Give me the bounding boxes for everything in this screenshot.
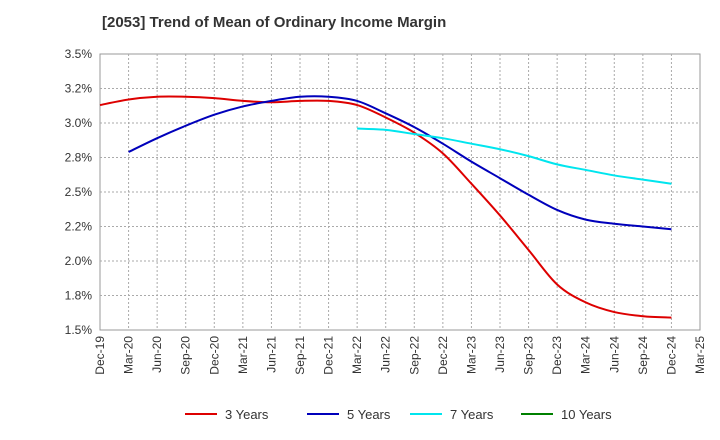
y-tick-label: 2.5% — [65, 185, 93, 199]
y-tick-label: 2.0% — [65, 254, 93, 268]
legend-label-3-years: 3 Years — [225, 407, 269, 422]
legend-label-10-years: 10 Years — [561, 407, 612, 422]
x-tick-label: Dec-23 — [550, 336, 564, 375]
series-lines — [99, 95, 672, 319]
x-tick-label: Mar-24 — [579, 336, 593, 374]
x-tick-label: Dec-22 — [436, 336, 450, 375]
x-tick-label: Sep-21 — [293, 336, 307, 375]
x-tick-label: Sep-20 — [179, 336, 193, 375]
y-tick-label: 2.2% — [65, 220, 93, 234]
y-tick-label: 3.0% — [65, 116, 93, 130]
x-tick-label: Dec-20 — [207, 336, 221, 375]
x-tick-label: Sep-24 — [636, 336, 650, 375]
y-axis-tick-labels: 1.5% 1.8% 2.0% 2.2% 2.5% 2.8% 3.0% 3.2% 3.5% — [65, 47, 93, 337]
x-tick-label: Mar-22 — [350, 336, 364, 374]
y-tick-label: 2.8% — [65, 151, 93, 165]
chart-title: [2053] Trend of Mean of Ordinary Income … — [102, 14, 447, 31]
x-tick-label: Jun-22 — [379, 336, 393, 373]
x-tick-label: Sep-23 — [522, 336, 536, 375]
legend-label-5-years: 5 Years — [347, 407, 391, 422]
x-axis-tick-labels: Dec-19 Mar-20 Jun-20 Sep-20 Dec-20 Mar-21 Jun-… — [93, 336, 707, 375]
x-tick-label: Dec-21 — [322, 336, 336, 375]
x-tick-label: Jun-23 — [493, 336, 507, 373]
y-tick-label: 3.5% — [65, 47, 93, 61]
series-line-5-years — [128, 95, 672, 231]
legend: 3 Years 5 Years 7 Years 10 Years — [185, 407, 612, 422]
legend-label-7-years: 7 Years — [450, 407, 494, 422]
x-tick-label: Dec-24 — [664, 336, 678, 375]
x-tick-label: Mar-25 — [693, 336, 707, 374]
x-tick-label: Jun-21 — [264, 336, 278, 373]
x-tick-label: Jun-20 — [150, 336, 164, 373]
x-tick-label: Mar-20 — [122, 336, 136, 374]
y-tick-label: 1.5% — [65, 323, 93, 337]
y-tick-label: 3.2% — [65, 82, 93, 96]
y-tick-label: 1.8% — [65, 289, 93, 303]
x-tick-label: Sep-22 — [407, 336, 421, 375]
x-tick-label: Mar-23 — [464, 336, 478, 374]
series-line-7-years — [357, 127, 672, 185]
x-tick-label: Dec-19 — [93, 336, 107, 375]
series-line-3-years — [99, 95, 672, 319]
x-tick-label: Mar-21 — [236, 336, 250, 374]
x-tick-label: Jun-24 — [607, 336, 621, 373]
